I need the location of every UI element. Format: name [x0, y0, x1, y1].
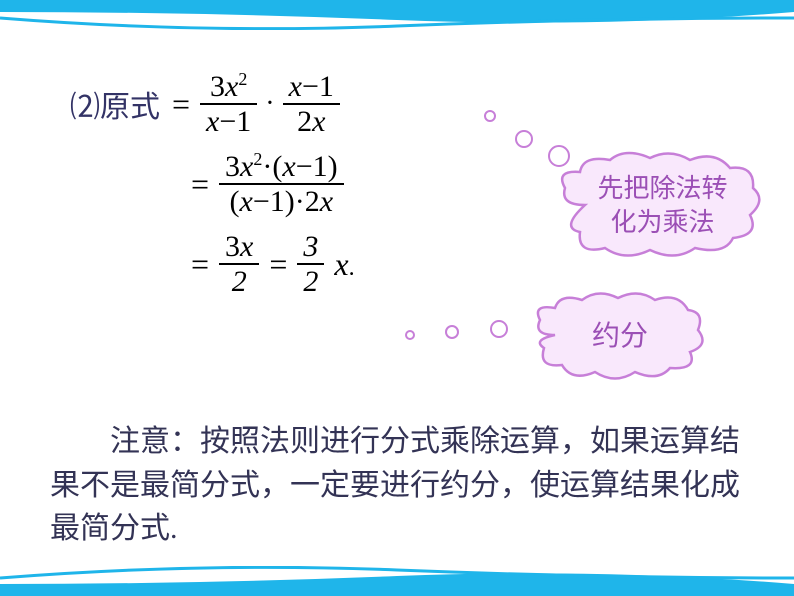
equals-4: =	[269, 246, 287, 283]
frac-2: 3x2·(x−1) (x−1)·2x	[219, 150, 344, 218]
equals-2: =	[191, 166, 209, 203]
cloud-1-text: 先把除法转化为乘法	[585, 172, 740, 240]
bottom-border	[0, 566, 794, 596]
bubble-2b	[445, 325, 459, 339]
bubble-1a	[484, 110, 496, 122]
math-block: ⑵原式 = 3x2 x−1 · x−1 2x = 3x2·(x−1) (x−1)…	[70, 70, 470, 310]
equals-1: =	[172, 86, 190, 123]
tail-x: x.	[334, 246, 354, 283]
cloud-2-text: 约分	[580, 318, 660, 354]
bubble-1b	[515, 130, 533, 148]
prefix-label: ⑵原式	[70, 82, 160, 126]
math-line-2: = 3x2·(x−1) (x−1)·2x	[185, 150, 470, 218]
cdot-1: ·	[265, 88, 274, 120]
frac-3b: 3 2	[297, 230, 324, 298]
frac-3a: 3x 2	[219, 230, 259, 298]
math-line-3: = 3x 2 = 3 2 x.	[185, 230, 470, 298]
frac-1a: 3x2 x−1	[200, 70, 257, 138]
bubble-2a	[405, 330, 415, 340]
math-line-1: ⑵原式 = 3x2 x−1 · x−1 2x	[70, 70, 470, 138]
bubble-2c	[490, 320, 508, 338]
equals-3: =	[191, 246, 209, 283]
note-text: 注意：按照法则进行分式乘除运算，如果运算结果不是最简分式，一定要进行约分，使运算…	[50, 420, 750, 551]
frac-1b: x−1 2x	[283, 70, 340, 138]
top-border	[0, 0, 794, 30]
